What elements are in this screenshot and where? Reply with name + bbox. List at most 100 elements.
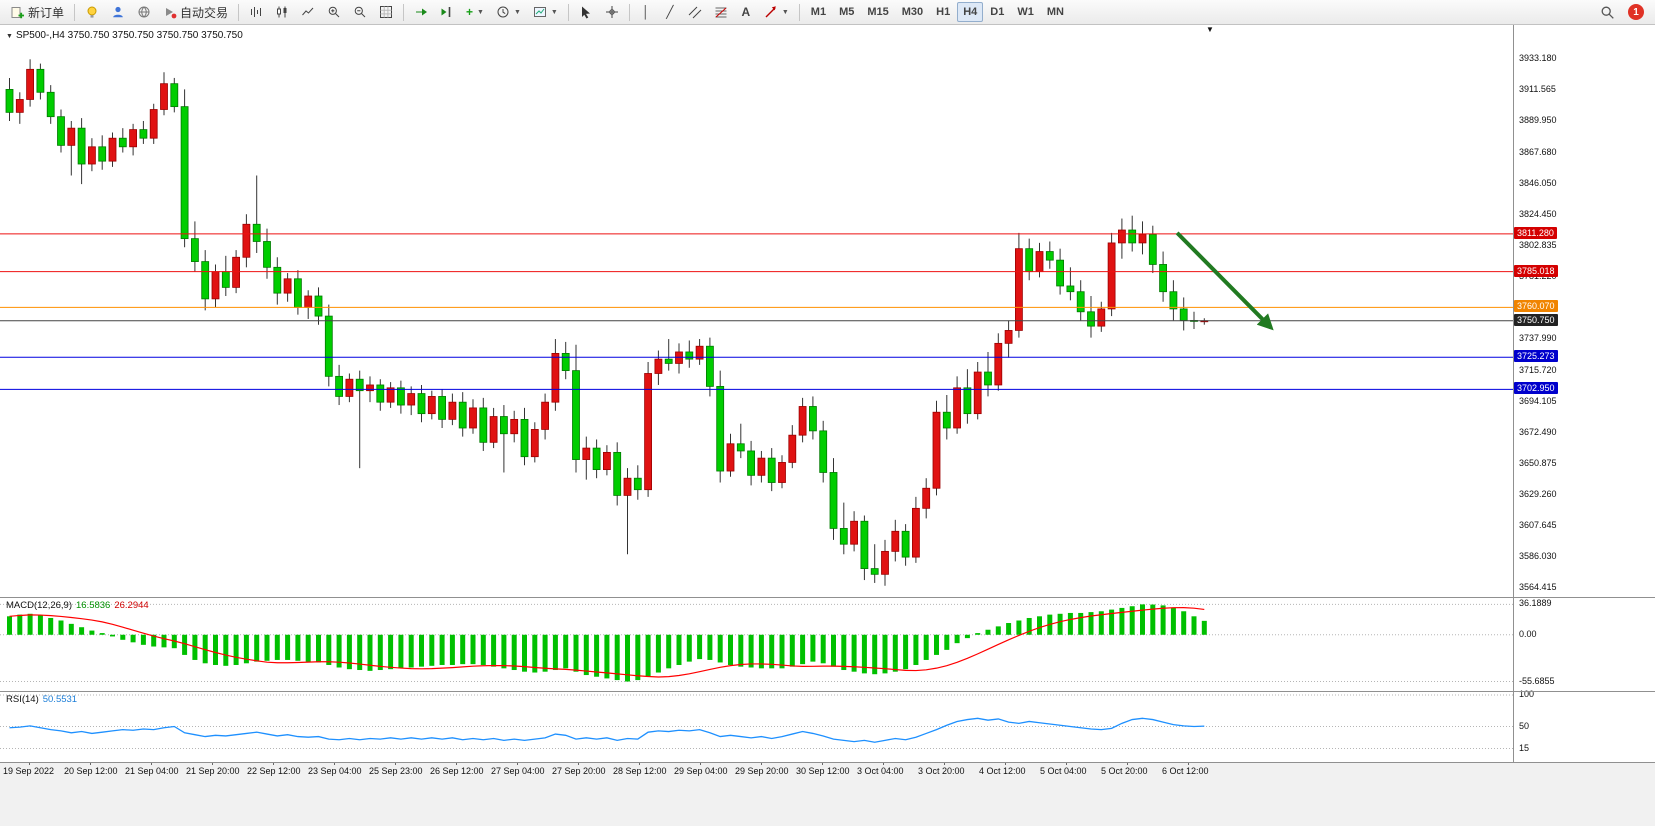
new-order-label: 新订单: [28, 5, 65, 20]
chart-line-button[interactable]: [296, 2, 320, 22]
price-axis-label: 3889.950: [1519, 115, 1557, 126]
community-button[interactable]: [132, 2, 156, 22]
periods-button[interactable]: ▼: [491, 2, 526, 22]
chevron-down-icon: ▼: [513, 8, 521, 16]
timeframe-button-m30[interactable]: M30: [901, 6, 924, 18]
zoom-out-button[interactable]: [348, 2, 372, 22]
trendline-tool-button[interactable]: ╱: [659, 2, 681, 22]
main-chart-pane[interactable]: ▼ SP500-,H4 3750.750 3750.750 3750.750 37…: [0, 25, 1513, 597]
toolbar-separator: [798, 3, 800, 21]
auto-trading-label: 自动交易: [180, 5, 229, 20]
rsi-pane[interactable]: RSI(14) 50.5531: [0, 691, 1513, 762]
resistance-line-2-tag[interactable]: 3785.018: [1514, 264, 1558, 277]
cursor-button[interactable]: [574, 2, 598, 22]
signals-button[interactable]: [80, 2, 104, 22]
support-line-1-tag[interactable]: 3725.273: [1514, 350, 1558, 363]
trend-arrow[interactable]: [1175, 231, 1274, 331]
channel-tool-button[interactable]: [683, 2, 707, 22]
time-axis-separator: [0, 762, 1655, 763]
timeframe-button-m1[interactable]: M1: [810, 6, 827, 18]
price-axis-label: 3586.030: [1519, 551, 1557, 562]
resistance-line-1-tag[interactable]: 3811.280: [1514, 226, 1557, 239]
rsi-axis-label: 50: [1519, 720, 1530, 731]
timeframe-button-h4[interactable]: H4: [957, 2, 984, 22]
auto-trading-button[interactable]: 自动交易: [158, 2, 233, 22]
time-axis-label: 3 Oct 04:00: [857, 766, 904, 776]
pivot-line-orange-tag[interactable]: 3760.070: [1514, 300, 1558, 313]
time-axis-tick: [1005, 762, 1006, 765]
fibonacci-tool-button[interactable]: [709, 2, 733, 22]
chart-candles-button[interactable]: [270, 2, 294, 22]
timeframe-button-h1[interactable]: H1: [936, 6, 951, 18]
zoom-in-button[interactable]: [322, 2, 346, 22]
auto-scroll-icon: [416, 8, 428, 16]
timeframe-button-m15[interactable]: M15: [867, 6, 889, 18]
time-axis-tick: [151, 762, 152, 765]
person-icon: [113, 6, 123, 18]
search-button[interactable]: [1595, 2, 1620, 22]
notification-badge[interactable]: 1: [1628, 4, 1644, 20]
chart-shift-button[interactable]: [435, 2, 459, 22]
vertical-line-icon: │: [642, 5, 650, 19]
timeframe-button-w1[interactable]: W1: [1017, 6, 1034, 18]
profile-button[interactable]: [106, 2, 130, 22]
rsi-chart: [0, 694, 1513, 750]
timeframe-button-m5[interactable]: M5: [839, 6, 855, 18]
new-order-button[interactable]: 新订单: [5, 2, 69, 22]
time-axis-label: 6 Oct 12:00: [1162, 766, 1209, 776]
cursor-icon: [581, 6, 590, 19]
crosshair-button[interactable]: [600, 2, 624, 22]
time-axis: 19 Sep 2022 20 Sep 12:00 21 Sep 04:00 21 Se…: [0, 762, 1655, 826]
time-axis-tick: [456, 762, 457, 765]
arrows-tool-button[interactable]: ▼: [759, 2, 794, 22]
timeframe-button-d1[interactable]: D1: [990, 6, 1005, 18]
chart-bars-button[interactable]: [244, 2, 268, 22]
time-axis-tick: [273, 762, 274, 765]
auto-scroll-button[interactable]: [409, 2, 433, 22]
toolbar-separator: [628, 3, 630, 21]
chart-shift-marker-icon: ▼: [1206, 25, 1214, 34]
time-axis-label: 3 Oct 20:00: [918, 766, 965, 776]
price-axis-label: 3846.050: [1519, 178, 1557, 189]
price-axis-label: 3715.720: [1519, 365, 1557, 375]
lightbulb-icon: [87, 6, 97, 18]
candlestick-icon: [277, 6, 287, 18]
current-price-line-tag[interactable]: 3750.750: [1514, 313, 1558, 326]
price-axis: 3933.180 3911.565 3889.950 3867.680 3846.050…: [1514, 25, 1655, 762]
grid-button[interactable]: [374, 2, 398, 22]
time-axis-label: 20 Sep 12:00: [64, 766, 118, 776]
vertical-line-tool-button[interactable]: │: [635, 2, 657, 22]
time-axis-label: 21 Sep 20:00: [186, 766, 240, 776]
symbol-dropdown-icon[interactable]: ▼: [6, 33, 13, 40]
crosshair-icon: [605, 6, 618, 18]
time-axis-label: 21 Sep 04:00: [125, 766, 179, 776]
support-line-2-tag[interactable]: 3702.950: [1514, 382, 1558, 395]
time-axis-tick: [944, 762, 945, 765]
price-axis-label: 3737.990: [1519, 333, 1557, 344]
time-axis-label: 5 Oct 20:00: [1101, 766, 1148, 776]
toolbar-separator: [403, 3, 405, 21]
timeframe-button-mn[interactable]: MN: [1046, 6, 1064, 18]
zoom-in-icon: [328, 6, 340, 18]
fibonacci-icon: [715, 7, 727, 18]
indicators-plus-icon: +: [466, 5, 474, 19]
time-axis-label: 5 Oct 04:00: [1040, 766, 1087, 776]
candlestick-chart[interactable]: [0, 25, 1513, 597]
text-tool-icon: A: [741, 5, 751, 19]
pane-separator[interactable]: [0, 691, 1655, 692]
time-axis-tick: [822, 762, 823, 765]
grid-icon: [380, 6, 393, 18]
indicators-button[interactable]: + ▼: [461, 2, 489, 22]
macd-axis-label: 0.00: [1519, 628, 1537, 639]
chevron-down-icon: ▼: [781, 8, 789, 16]
templates-button[interactable]: ▼: [528, 2, 563, 22]
macd-pane[interactable]: MACD(12,26,9) 16.5836 26.2944: [0, 597, 1513, 691]
channel-icon: [688, 6, 702, 19]
price-axis-label: 3933.180: [1519, 53, 1557, 64]
chart-shift-icon: [441, 7, 451, 17]
time-axis-tick: [761, 762, 762, 765]
text-tool-button[interactable]: A: [735, 2, 757, 22]
globe-icon: [138, 6, 150, 18]
pane-separator[interactable]: [0, 597, 1655, 598]
